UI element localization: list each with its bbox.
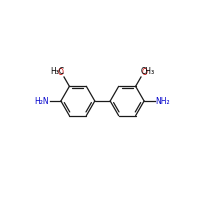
Text: H₃C: H₃C — [50, 67, 64, 76]
Text: NH₂: NH₂ — [156, 97, 170, 106]
Text: H₂N: H₂N — [35, 97, 49, 106]
Text: CH₃: CH₃ — [141, 67, 155, 76]
Text: O: O — [58, 68, 64, 77]
Text: O: O — [141, 68, 147, 77]
